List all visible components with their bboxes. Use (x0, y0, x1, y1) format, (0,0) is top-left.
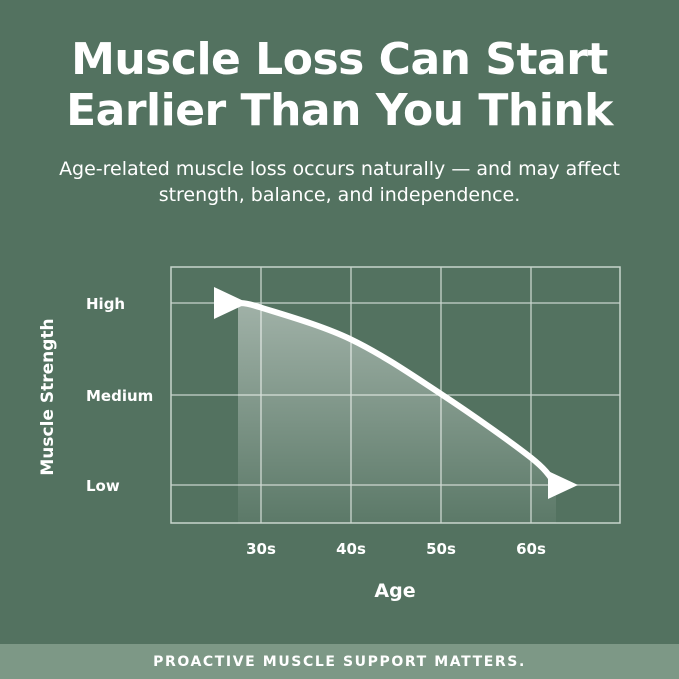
y-tick-label: High (86, 295, 125, 313)
x-tick-label: 60s (516, 540, 546, 558)
end-arrow-icon (548, 471, 578, 499)
headline-line-2: Earlier Than You Think (66, 85, 613, 136)
y-tick-label: Low (86, 477, 120, 495)
x-tick-label: 40s (336, 540, 366, 558)
bottom-banner: PROACTIVE MUSCLE SUPPORT MATTERS. (0, 644, 679, 679)
y-tick-labels: Low Medium High (86, 295, 153, 495)
banner-text: PROACTIVE MUSCLE SUPPORT MATTERS. (153, 653, 526, 670)
x-axis-label: Age (374, 580, 415, 602)
headline: Muscle Loss Can Start Earlier Than You T… (0, 34, 679, 136)
start-arrow-icon (214, 287, 248, 319)
area-under-curve (238, 303, 556, 523)
x-tick-label: 30s (246, 540, 276, 558)
x-tick-label: 50s (426, 540, 456, 558)
x-tick-labels: 30s 40s 50s 60s (246, 540, 546, 558)
headline-line-1: Muscle Loss Can Start (71, 34, 608, 85)
y-axis-label: Muscle Strength (38, 318, 58, 475)
subheadline: Age-related muscle loss occurs naturally… (59, 158, 620, 206)
decline-line (235, 300, 559, 488)
y-tick-label: Medium (86, 387, 153, 405)
